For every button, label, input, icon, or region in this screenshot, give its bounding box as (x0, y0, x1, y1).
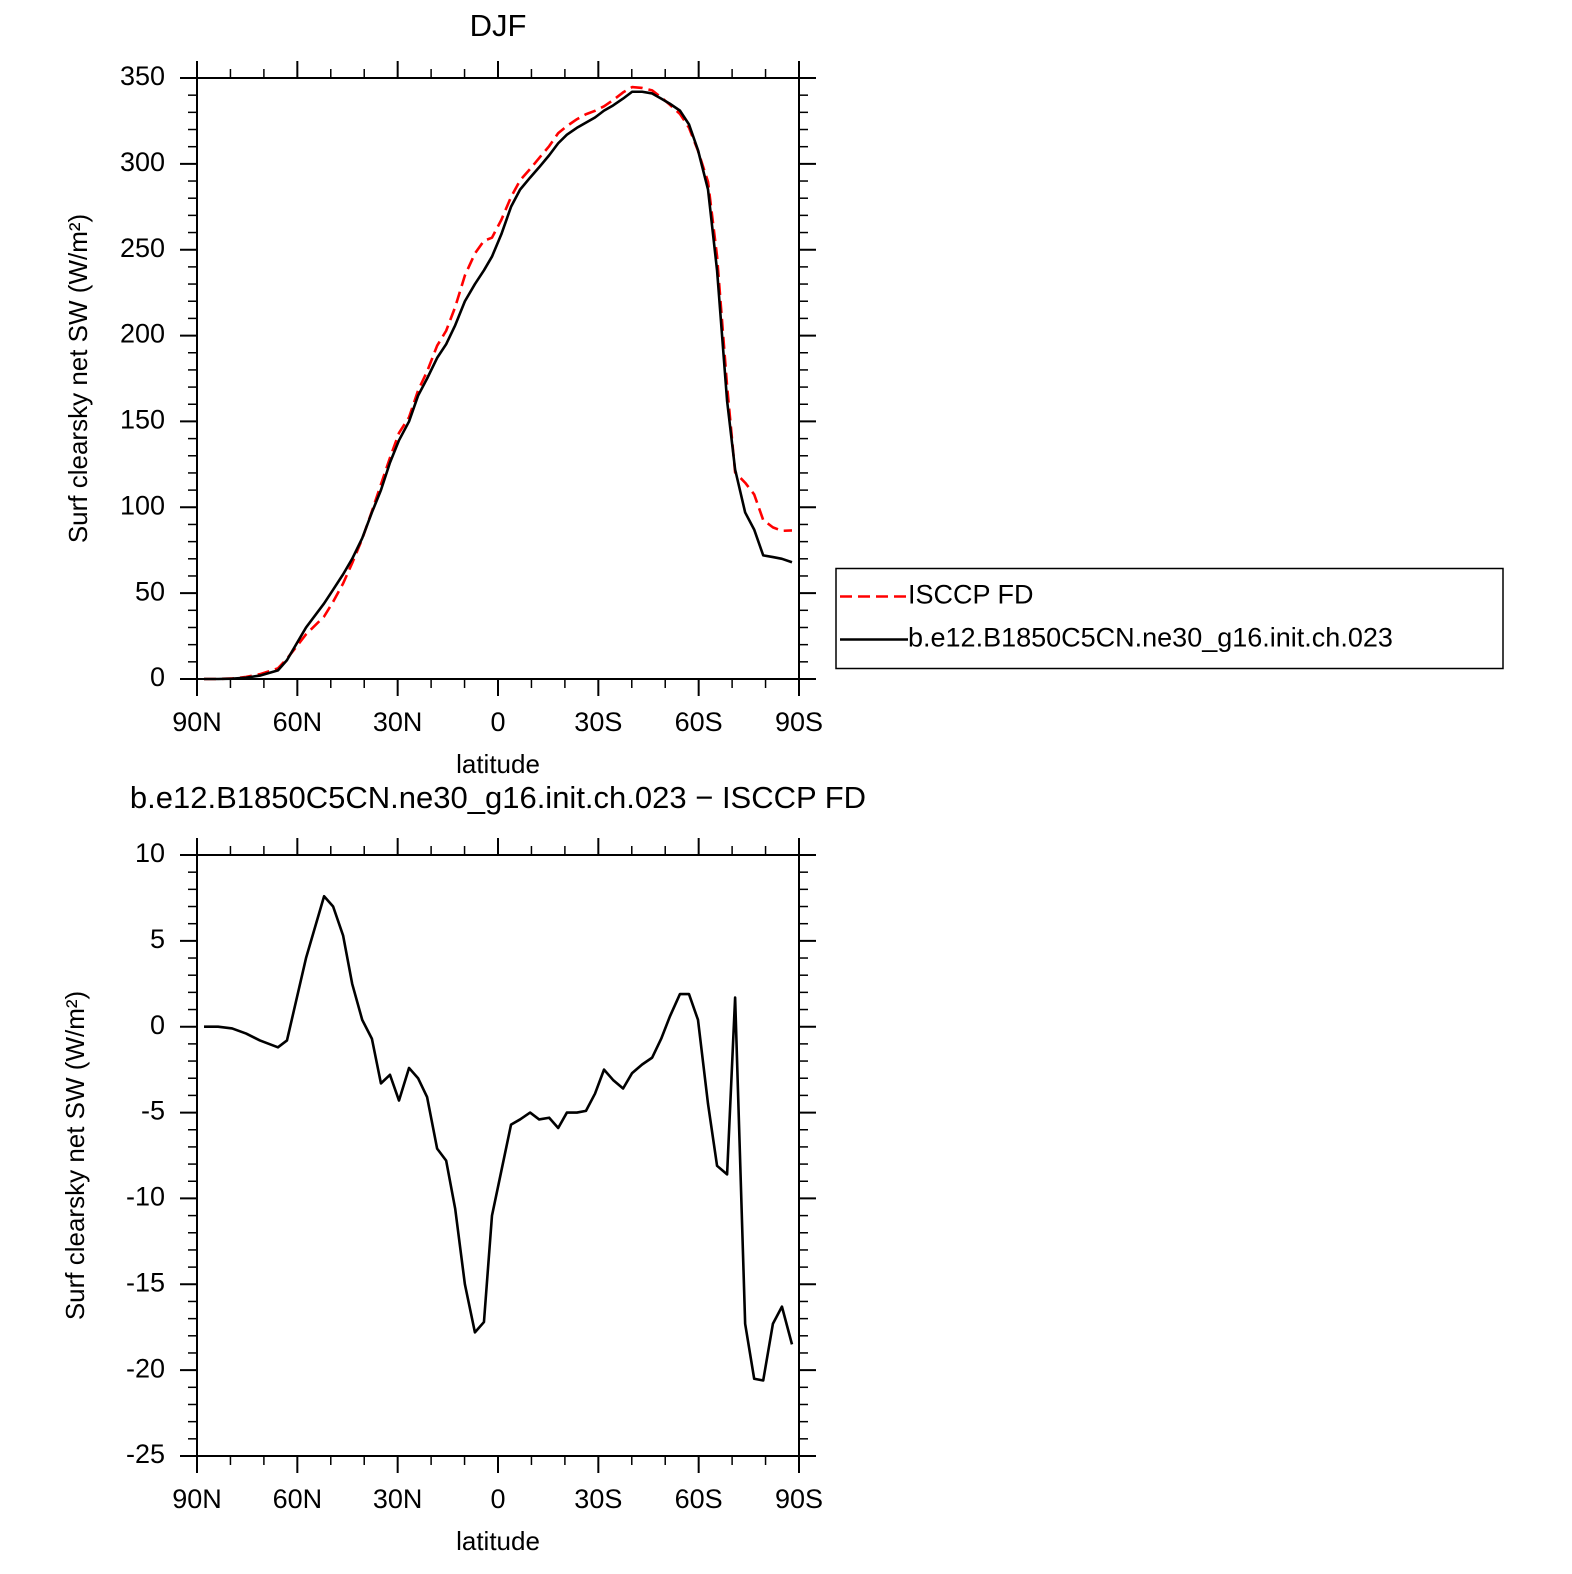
y-axis-label: Surf clearsky net SW (W/m²) (60, 991, 90, 1320)
x-tick-label: 60S (675, 707, 723, 737)
y-tick-label: -20 (126, 1353, 165, 1383)
x-tick-label: 30S (574, 1484, 622, 1514)
y-axis-label: Surf clearsky net SW (W/m²) (63, 214, 93, 543)
legend: ISCCP FD b.e12.B1850C5CN.ne30_g16.init.ch… (835, 567, 1504, 670)
y-tick-label: -15 (126, 1267, 165, 1297)
y-tick-label: 0 (150, 662, 165, 692)
x-tick-label: 30N (373, 1484, 423, 1514)
y-tick-label: 200 (120, 319, 165, 349)
x-tick-label: 60S (675, 1484, 723, 1514)
x-tick-label: 30N (373, 707, 423, 737)
x-tick-label: 90N (172, 1484, 222, 1514)
legend-label: b.e12.B1850C5CN.ne30_g16.init.ch.023 (908, 623, 1393, 653)
y-tick-label: 300 (120, 147, 165, 177)
y-tick-label: 100 (120, 490, 165, 520)
y-tick-label: 5 (150, 924, 165, 954)
data-line (204, 90, 793, 681)
x-tick-label: 90S (775, 707, 823, 737)
y-tick-label: 0 (150, 1010, 165, 1040)
y-tick-label: -10 (126, 1182, 165, 1212)
y-tick-label: 150 (120, 405, 165, 435)
y-tick-label: -5 (141, 1096, 165, 1126)
legend-label: ISCCP FD (908, 580, 1034, 610)
x-tick-label: 60N (273, 707, 323, 737)
y-tick-label: 250 (120, 233, 165, 263)
x-tick-label: 0 (490, 1484, 505, 1514)
legend-box (835, 567, 1504, 670)
plot-frame (196, 854, 800, 1457)
x-axis-label: latitude (456, 749, 540, 779)
chart-title: DJF (470, 8, 527, 43)
x-tick-label: 0 (490, 707, 505, 737)
x-tick-label: 60N (273, 1484, 323, 1514)
y-tick-label: 10 (135, 838, 165, 868)
x-tick-label: 90N (172, 707, 222, 737)
data-line (204, 894, 794, 1382)
x-axis-label: latitude (456, 1526, 540, 1556)
x-tick-label: 30S (574, 707, 622, 737)
y-tick-label: 350 (120, 61, 165, 91)
x-tick-label: 90S (775, 1484, 823, 1514)
chart-title: b.e12.B1850C5CN.ne30_g16.init.ch.023 − I… (130, 780, 866, 815)
plot-frame (196, 77, 800, 680)
y-tick-label: -25 (126, 1439, 165, 1469)
y-tick-label: 50 (135, 576, 165, 606)
